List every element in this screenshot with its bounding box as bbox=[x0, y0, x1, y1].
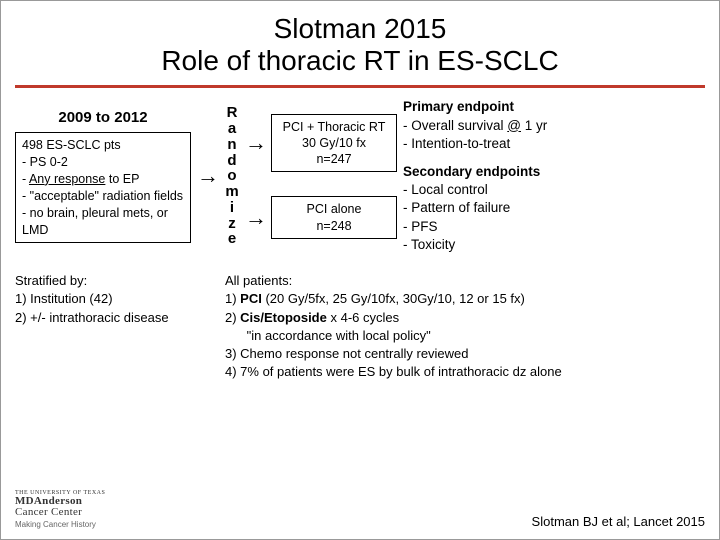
patients-b1: - PS 0-2 bbox=[22, 154, 184, 171]
flow-diagram: 2009 to 2012 498 ES-SCLC pts - PS 0-2 - … bbox=[15, 98, 705, 254]
title-rule bbox=[15, 85, 705, 88]
randomize-label: R a n d o m i z e bbox=[225, 105, 239, 247]
arrow-to-randomize: → bbox=[197, 163, 219, 189]
ap1-pre: 1) bbox=[225, 291, 240, 306]
arrow-arm2: → bbox=[245, 205, 267, 231]
arm2-l2: n=248 bbox=[280, 218, 388, 234]
arm1-l2: 30 Gy/10 fx bbox=[280, 135, 388, 151]
primary-heading: Primary endpoint bbox=[403, 99, 514, 114]
r-3: d bbox=[225, 153, 239, 169]
arm1-l1: PCI + Thoracic RT bbox=[280, 119, 388, 135]
strat-1: 1) Institution (42) bbox=[15, 290, 207, 308]
r-1: a bbox=[225, 121, 239, 137]
citation: Slotman BJ et al; Lancet 2015 bbox=[532, 514, 705, 529]
r-0: R bbox=[225, 105, 239, 121]
r-4: o bbox=[225, 168, 239, 184]
slide-title: Slotman 2015 Role of thoracic RT in ES-S… bbox=[15, 9, 705, 83]
arms-column: → PCI + Thoracic RT 30 Gy/10 fx n=247 → … bbox=[245, 114, 397, 239]
allpts-1: 1) PCI (20 Gy/5fx, 25 Gy/10fx, 30Gy/10, … bbox=[225, 290, 562, 308]
ap1-post: (20 Gy/5fx, 25 Gy/10fx, 30Gy/10, 12 or 1… bbox=[262, 291, 525, 306]
lower-row: Stratified by: 1) Institution (42) 2) +/… bbox=[15, 272, 705, 381]
timespan: 2009 to 2012 bbox=[15, 109, 191, 126]
patients-b2: - Any response to EP bbox=[22, 171, 184, 188]
b2-pre: - bbox=[22, 172, 29, 186]
r-2: n bbox=[225, 137, 239, 153]
logo-text: THE UNIVERSITY OF TEXAS MDAnderson Cance… bbox=[15, 490, 105, 519]
endpoints-column: Primary endpoint - Overall survival @ 1 … bbox=[403, 98, 591, 254]
all-patients-block: All patients: 1) PCI (20 Gy/5fx, 25 Gy/1… bbox=[225, 272, 562, 381]
arm1-box: PCI + Thoracic RT 30 Gy/10 fx n=247 bbox=[271, 114, 397, 173]
stratified-block: Stratified by: 1) Institution (42) 2) +/… bbox=[15, 272, 207, 381]
p1-post: 1 yr bbox=[521, 118, 547, 133]
strat-h: Stratified by: bbox=[15, 272, 207, 290]
arrow-arm1: → bbox=[245, 130, 267, 156]
ap2-pre: 2) bbox=[225, 310, 240, 325]
allpts-h: All patients: bbox=[225, 272, 562, 290]
primary-1: - Overall survival @ 1 yr bbox=[403, 117, 591, 135]
arm2-box: PCI alone n=248 bbox=[271, 196, 397, 239]
patients-b4: - no brain, pleural mets, or LMD bbox=[22, 205, 184, 239]
title-line1: Slotman 2015 bbox=[274, 13, 447, 44]
enrollment-column: 2009 to 2012 498 ES-SCLC pts - PS 0-2 - … bbox=[15, 109, 191, 243]
allpts-4: 4) 7% of patients were ES by bulk of int… bbox=[225, 363, 562, 381]
arm2-l1: PCI alone bbox=[280, 201, 388, 217]
strat-2: 2) +/- intrathoracic disease bbox=[15, 309, 207, 327]
patients-n: 498 ES-SCLC pts bbox=[22, 137, 184, 154]
r-5: m bbox=[225, 184, 239, 200]
b2-post: to EP bbox=[105, 172, 139, 186]
primary-2: - Intention-to-treat bbox=[403, 135, 591, 153]
allpts-2b: "in accordance with local policy" bbox=[225, 327, 562, 345]
patients-b3: - "acceptable" radiation fields bbox=[22, 188, 184, 205]
ap1-b: PCI bbox=[240, 291, 262, 306]
title-line2: Role of thoracic RT in ES-SCLC bbox=[161, 45, 558, 76]
allpts-3: 3) Chemo response not centrally reviewed bbox=[225, 345, 562, 363]
arm1-l3: n=247 bbox=[280, 151, 388, 167]
secondary-1: - Local control bbox=[403, 181, 591, 199]
patients-box: 498 ES-SCLC pts - PS 0-2 - Any response … bbox=[15, 132, 191, 243]
r-6: i bbox=[225, 200, 239, 216]
ap2-post: x 4-6 cycles bbox=[327, 310, 399, 325]
secondary-3: - PFS bbox=[403, 218, 591, 236]
secondary-4: - Toxicity bbox=[403, 236, 591, 254]
p1-pre: - Overall survival bbox=[403, 118, 507, 133]
secondary-heading: Secondary endpoints bbox=[403, 164, 540, 179]
institution-logo: THE UNIVERSITY OF TEXAS MDAnderson Cance… bbox=[15, 490, 105, 529]
r-7: z bbox=[225, 216, 239, 232]
arm1-wrap: → PCI + Thoracic RT 30 Gy/10 fx n=247 bbox=[245, 114, 397, 173]
ap2-b: Cis/Etoposide bbox=[240, 310, 327, 325]
slide: Slotman 2015 Role of thoracic RT in ES-S… bbox=[0, 0, 720, 540]
arm2-wrap: → PCI alone n=248 bbox=[245, 196, 397, 239]
b2-u: Any response bbox=[29, 172, 105, 186]
p1-u: @ bbox=[507, 118, 521, 133]
logo-cc: Cancer Center bbox=[15, 507, 105, 519]
secondary-2: - Pattern of failure bbox=[403, 199, 591, 217]
logo-tagline: Making Cancer History bbox=[15, 520, 105, 529]
allpts-2: 2) Cis/Etoposide x 4-6 cycles bbox=[225, 309, 562, 327]
r-8: e bbox=[225, 231, 239, 247]
